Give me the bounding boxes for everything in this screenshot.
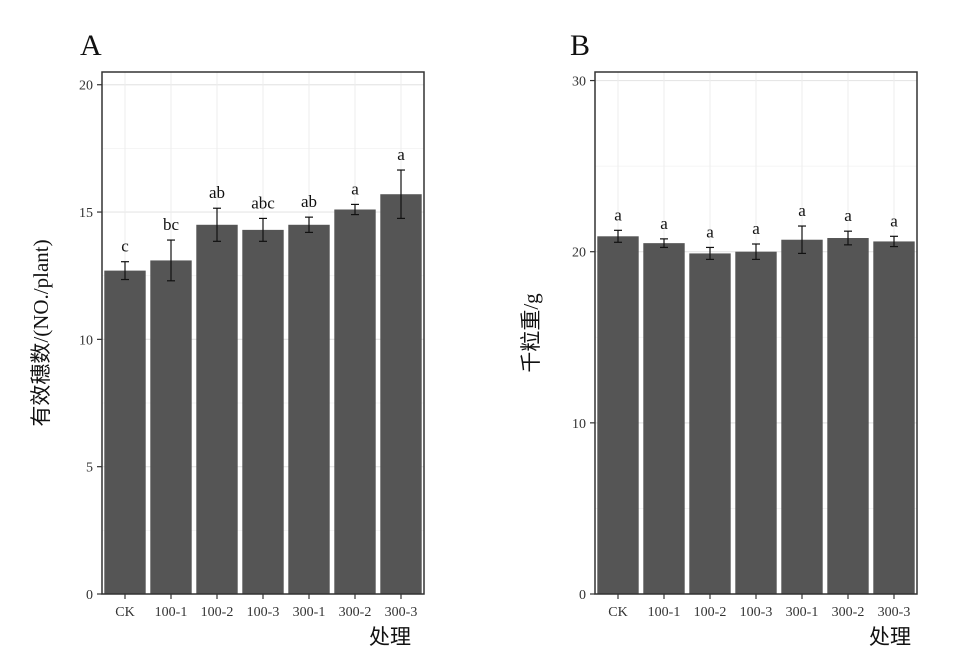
x-tick-label: 100-2	[201, 605, 234, 620]
bar	[735, 251, 777, 594]
bar	[689, 253, 731, 595]
x-tick-label: 300-1	[786, 605, 819, 620]
x-tick-label: 300-3	[878, 605, 911, 620]
significance-label: a	[660, 214, 668, 233]
bar	[380, 194, 422, 594]
plot-border	[594, 71, 918, 595]
significance-label: a	[706, 222, 714, 241]
panel-letter: A	[80, 29, 102, 62]
bar	[781, 239, 823, 594]
significance-label: a	[844, 206, 852, 225]
bar	[288, 224, 330, 594]
error-bar	[351, 203, 359, 216]
x-tick-label: 300-3	[385, 605, 418, 620]
error-bar	[259, 217, 267, 242]
bar	[196, 224, 238, 594]
y-tick-label: 30	[572, 75, 586, 90]
panel-letter: B	[570, 29, 590, 62]
error-bar	[890, 235, 898, 248]
y-tick-label: 20	[572, 246, 586, 261]
error-bar	[397, 169, 405, 220]
significance-label: ab	[209, 183, 225, 202]
y-tick-label: 5	[86, 461, 93, 476]
error-bar	[798, 225, 806, 255]
x-tick-label: 300-2	[339, 605, 372, 620]
bar	[597, 236, 639, 594]
x-axis-title: 处理	[369, 625, 411, 649]
significance-label: a	[798, 201, 806, 220]
y-tick-label: 0	[86, 588, 93, 603]
y-axis-title: 有效穗数/(NO./plant)	[29, 239, 53, 426]
panel-b: Ba CK a 100-1 a 100-2 a 100-3 a 300-1 a 300-2 a 300-3…	[519, 29, 918, 649]
x-tick-label: 100-1	[155, 605, 188, 620]
x-tick-label: 300-1	[293, 605, 326, 620]
x-tick-label: 300-2	[832, 605, 865, 620]
x-axis-title: 处理	[869, 625, 911, 649]
bar	[643, 243, 685, 595]
error-bar	[752, 243, 760, 261]
error-bar	[614, 229, 622, 243]
y-tick-label: 0	[579, 588, 586, 603]
significance-label: c	[121, 237, 129, 256]
significance-label: a	[614, 205, 622, 224]
bar	[827, 238, 869, 594]
error-bar	[305, 216, 313, 234]
error-bar	[706, 246, 714, 261]
bar	[242, 229, 284, 594]
significance-label: a	[890, 211, 898, 230]
bar	[334, 209, 376, 594]
significance-label: ab	[301, 192, 317, 211]
significance-label: a	[752, 219, 760, 238]
bar	[104, 270, 146, 594]
y-tick-label: 10	[572, 417, 586, 432]
y-tick-label: 10	[79, 333, 93, 348]
error-bar	[660, 238, 668, 249]
bar	[873, 241, 915, 594]
plot-border	[101, 71, 425, 595]
error-bar	[844, 230, 852, 246]
x-tick-label: CK	[608, 605, 627, 620]
panel-a: Ac CK bc 100-1 ab 100-2 abc 100-3 ab 300-1 a 300-2 a…	[29, 29, 425, 649]
x-tick-label: 100-3	[247, 605, 280, 620]
significance-label: bc	[163, 215, 180, 234]
x-tick-label: 100-1	[648, 605, 681, 620]
error-bar	[167, 239, 175, 282]
significance-label: abc	[251, 193, 275, 212]
significance-label: a	[397, 145, 405, 164]
x-tick-label: 100-2	[694, 605, 727, 620]
error-bar	[213, 207, 221, 242]
error-bar	[121, 261, 129, 281]
y-axis-title: 千粒重/g	[519, 293, 543, 373]
x-tick-label: CK	[115, 605, 134, 620]
significance-label: a	[351, 179, 359, 198]
y-tick-label: 20	[79, 79, 93, 94]
bar	[150, 260, 192, 594]
y-tick-label: 15	[79, 206, 93, 221]
x-tick-label: 100-3	[740, 605, 773, 620]
